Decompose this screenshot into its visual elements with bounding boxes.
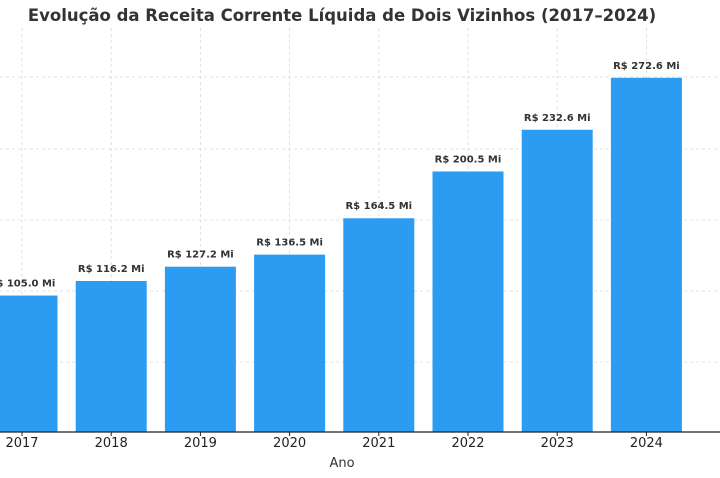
data-label-2019: R$ 127.2 Mi [167, 250, 234, 261]
data-label-2020: R$ 136.5 Mi [256, 238, 323, 249]
bar-2024 [610, 77, 682, 432]
bar-2023 [521, 129, 593, 432]
x-tick-label-2022: 2022 [451, 436, 484, 451]
x-tick-label-2024: 2024 [630, 436, 663, 451]
bar-labels-layer: R$ 105.0 Mi R$ 116.2 Mi R$ 127.2 Mi R$ 136.… [0, 61, 680, 290]
bars-layer [0, 77, 682, 432]
data-label-2023: R$ 232.6 Mi [524, 113, 591, 124]
data-label-2018: R$ 116.2 Mi [78, 264, 145, 275]
chart-title: Evolução da Receita Corrente Líquida de … [28, 6, 656, 25]
x-tick-label-2018: 2018 [95, 436, 128, 451]
bar-2019 [164, 266, 236, 432]
x-tick-label-2019: 2019 [184, 436, 217, 451]
data-label-2022: R$ 200.5 Mi [435, 154, 502, 165]
data-label-2021: R$ 164.5 Mi [345, 201, 412, 212]
bar-2018 [75, 281, 147, 432]
bar-2021 [343, 218, 415, 432]
x-tick-label-2020: 2020 [273, 436, 306, 451]
bar-2020 [254, 254, 326, 432]
bar-2022 [432, 171, 504, 432]
x-tick-labels-layer: 2017 2018 2019 2020 2021 2022 2023 2024 [5, 432, 663, 451]
x-axis-label: Ano [329, 456, 354, 471]
bar-2017 [0, 295, 58, 432]
data-label-2024: R$ 272.6 Mi [613, 61, 680, 72]
x-tick-label-2017: 2017 [5, 436, 38, 451]
x-tick-label-2021: 2021 [362, 436, 395, 451]
data-label-2017: R$ 105.0 Mi [0, 279, 55, 290]
x-tick-label-2023: 2023 [541, 436, 574, 451]
